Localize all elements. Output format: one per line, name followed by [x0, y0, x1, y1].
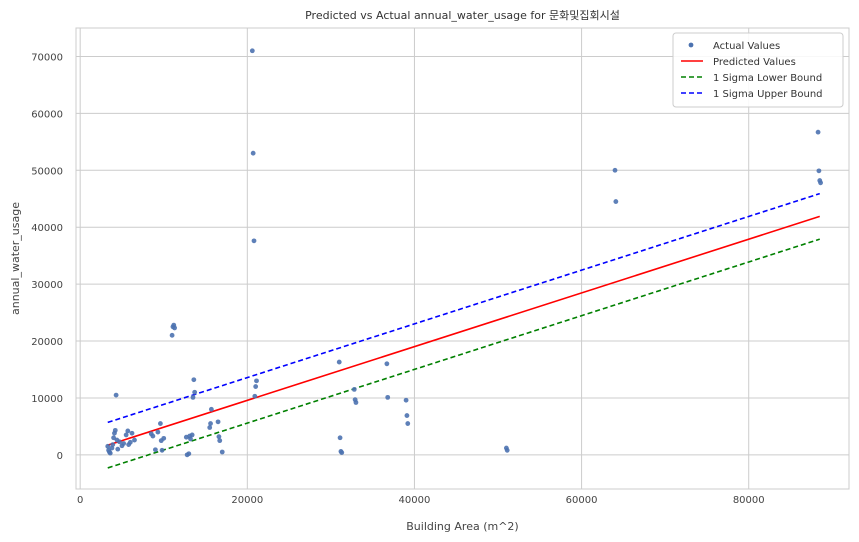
y-tick-label: 10000: [31, 394, 63, 405]
legend-marker: [688, 42, 694, 48]
actual-point: [105, 443, 111, 449]
legend-label: 1 Sigma Upper Bound: [713, 89, 823, 100]
actual-point: [249, 48, 255, 54]
legend-label: Actual Values: [713, 41, 780, 52]
actual-point: [339, 450, 345, 455]
actual-point: [113, 392, 119, 398]
actual-point: [612, 167, 618, 173]
x-tick-label: 80000: [733, 495, 765, 506]
actual-point: [186, 451, 192, 457]
actual-point: [192, 389, 198, 395]
actual-point: [207, 425, 213, 430]
actual-point: [215, 419, 221, 425]
actual-point: [132, 437, 137, 443]
actual-point: [150, 433, 156, 439]
actual-point: [172, 325, 178, 331]
actual-point: [250, 150, 256, 156]
grid: [76, 28, 849, 489]
y-tick-label: 60000: [31, 109, 63, 120]
actual-point: [188, 436, 193, 442]
legend: Actual Values Predicted Values 1 Sigma Low…: [672, 32, 844, 108]
actual-point: [107, 450, 113, 456]
y-tick-label: 70000: [31, 52, 63, 63]
actual-point: [405, 421, 411, 426]
actual-point: [123, 432, 129, 438]
actual-point: [504, 447, 510, 453]
lower-bound-line: [107, 238, 820, 469]
actual-point: [254, 378, 259, 384]
y-tick-label: 0: [57, 451, 63, 462]
x-tick-label: 60000: [566, 495, 598, 506]
y-tick-label: 50000: [31, 166, 63, 177]
actual-point: [161, 435, 167, 441]
x-axis-label: Building Area (m^2): [406, 520, 518, 533]
predicted-line: [107, 215, 820, 446]
y-tick-label: 20000: [31, 337, 63, 348]
actual-point: [613, 199, 619, 204]
scatter-layer: [105, 48, 823, 458]
actual-point: [404, 413, 410, 418]
actual-point: [191, 377, 197, 383]
actual-point: [208, 406, 214, 412]
actual-point: [818, 180, 823, 186]
actual-point: [115, 446, 121, 452]
actual-point: [403, 397, 409, 403]
actual-point: [217, 438, 223, 444]
actual-point: [152, 447, 158, 453]
x-tick-label: 20000: [231, 495, 263, 506]
y-tick-label: 30000: [31, 280, 63, 291]
actual-point: [253, 384, 259, 389]
legend-label: Predicted Values: [713, 57, 796, 68]
legend-label: 1 Sigma Lower Bound: [713, 73, 822, 84]
actual-point: [155, 429, 161, 435]
actual-point: [117, 439, 122, 445]
actual-point: [189, 432, 195, 438]
chart-title: Predicted vs Actual annual_water_usage f…: [305, 9, 620, 22]
actual-point: [336, 359, 342, 365]
legend-box: [672, 32, 844, 108]
actual-point: [351, 387, 357, 392]
actual-point: [169, 332, 175, 338]
actual-point: [816, 168, 822, 174]
actual-point: [815, 129, 821, 135]
actual-point: [219, 449, 225, 455]
actual-point: [190, 394, 196, 400]
x-tick-label: 0: [77, 495, 83, 506]
actual-point: [158, 421, 163, 426]
actual-point: [384, 361, 390, 367]
actual-point: [159, 447, 165, 453]
actual-point: [216, 434, 222, 440]
actual-point: [125, 428, 131, 434]
y-axis-label: annual_water_usage: [9, 202, 22, 315]
actual-point: [337, 435, 343, 441]
x-tick-label: 40000: [399, 495, 431, 506]
y-tick-label: 40000: [31, 223, 63, 234]
actual-point: [112, 427, 118, 433]
actual-point: [251, 238, 257, 244]
upper-bound-line: [107, 192, 820, 424]
line-layer: [107, 192, 820, 469]
actual-point: [110, 442, 116, 448]
actual-point: [385, 394, 391, 400]
tick-labels: 0 20000 40000 60000 80000 0 10000 20000 30000 400…: [31, 52, 764, 506]
actual-point: [129, 430, 135, 436]
actual-point: [208, 421, 213, 426]
actual-point: [127, 439, 133, 445]
actual-point: [353, 400, 359, 405]
actual-point: [121, 441, 127, 446]
actual-point: [252, 393, 258, 399]
